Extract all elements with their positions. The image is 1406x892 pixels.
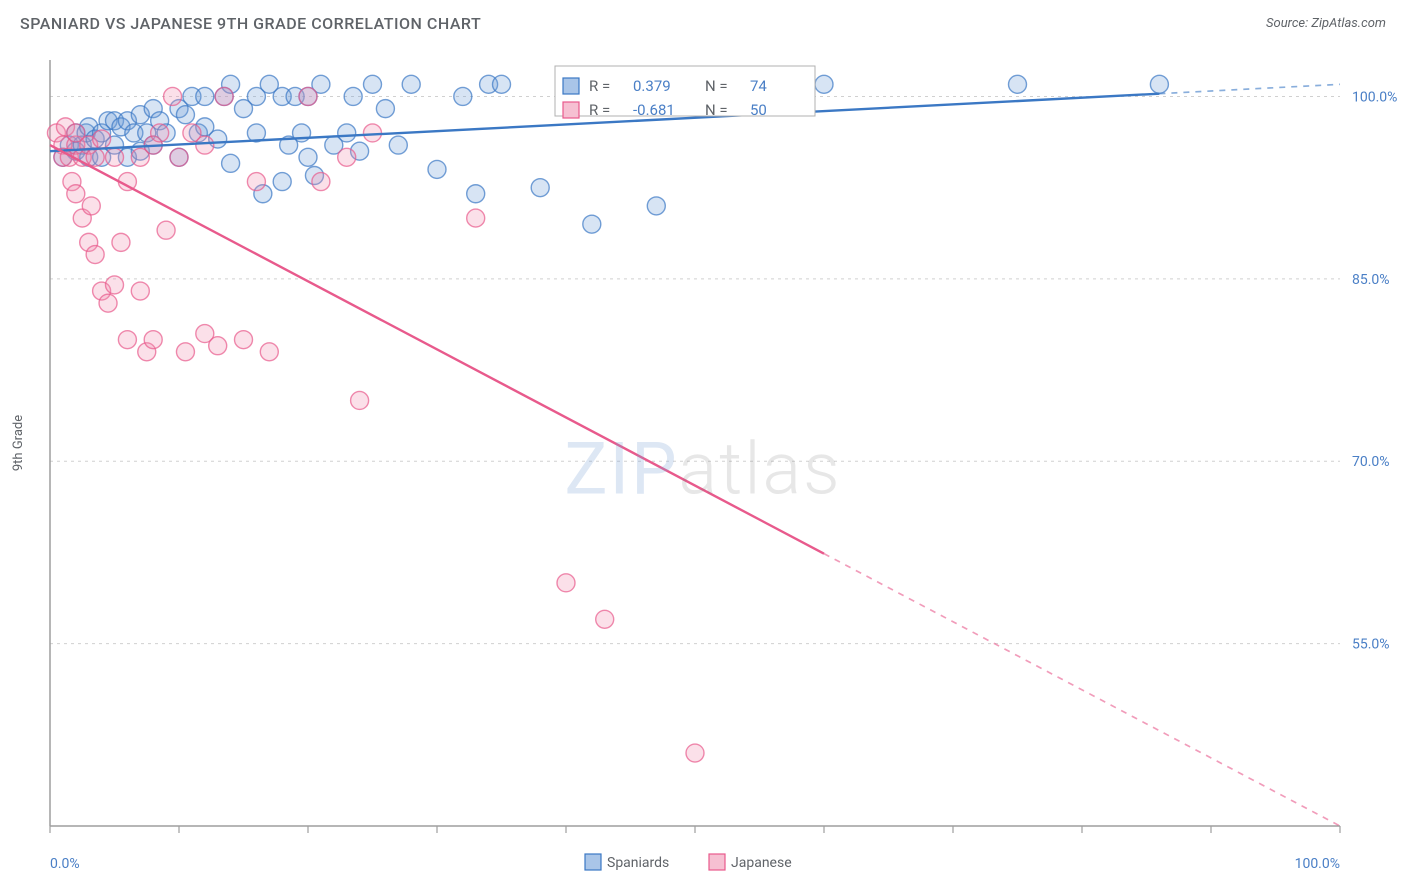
data-point-japanese — [86, 148, 104, 166]
trend-line-japanese — [50, 145, 824, 554]
data-point-japanese — [260, 343, 278, 361]
y-axis-label: 100.0% — [1352, 89, 1397, 105]
legend-swatch — [709, 854, 725, 870]
stats-n-value: 74 — [750, 77, 767, 95]
y-axis-label: 85.0% — [1352, 272, 1390, 288]
data-point-spaniards — [428, 160, 446, 178]
stats-r-value: 0.379 — [633, 77, 671, 95]
data-point-spaniards — [196, 87, 214, 105]
data-point-spaniards — [815, 75, 833, 93]
y-axis-title: 9th Grade — [11, 415, 26, 471]
stats-n-label: N = — [705, 77, 728, 95]
data-point-japanese — [106, 148, 124, 166]
chart-container: SPANIARD VS JAPANESE 9TH GRADE CORRELATI… — [0, 0, 1406, 892]
header: SPANIARD VS JAPANESE 9TH GRADE CORRELATI… — [0, 0, 1406, 46]
data-point-japanese — [144, 331, 162, 349]
chart-title: SPANIARD VS JAPANESE 9TH GRADE CORRELATI… — [20, 14, 481, 33]
data-point-spaniards — [299, 148, 317, 166]
data-point-spaniards — [338, 124, 356, 142]
stats-r-label: R = — [589, 77, 610, 95]
scatter-chart: 0.0% 100.0% 55.0% 70.0% 85.0% 100.0% 9th Grade… — [0, 46, 1406, 892]
data-point-japanese — [338, 148, 356, 166]
data-point-japanese — [86, 246, 104, 264]
data-point-spaniards — [389, 136, 407, 154]
data-point-spaniards — [364, 75, 382, 93]
data-point-japanese — [112, 233, 130, 251]
stats-swatch — [563, 78, 579, 94]
data-point-spaniards — [344, 87, 362, 105]
data-point-spaniards — [176, 106, 194, 124]
data-point-japanese — [99, 294, 117, 312]
data-point-japanese — [299, 87, 317, 105]
stats-n-label: N = — [705, 101, 728, 119]
data-point-spaniards — [467, 185, 485, 203]
data-point-japanese — [131, 282, 149, 300]
x-axis-label: 0.0% — [50, 856, 80, 872]
stats-swatch — [563, 102, 579, 118]
data-point-spaniards — [402, 75, 420, 93]
data-point-japanese — [82, 197, 100, 215]
x-axis-label: 100.0% — [1295, 856, 1340, 872]
data-point-spaniards — [1150, 75, 1168, 93]
data-point-japanese — [686, 744, 704, 762]
data-point-japanese — [93, 130, 111, 148]
data-point-japanese — [467, 209, 485, 227]
data-point-japanese — [157, 221, 175, 239]
data-point-japanese — [118, 331, 136, 349]
data-point-spaniards — [1009, 75, 1027, 93]
data-point-spaniards — [454, 87, 472, 105]
data-point-japanese — [235, 331, 253, 349]
y-axis-label: 70.0% — [1352, 454, 1390, 470]
data-point-spaniards — [493, 75, 511, 93]
data-point-japanese — [106, 276, 124, 294]
stats-r-label: R = — [589, 101, 610, 119]
data-point-spaniards — [376, 100, 394, 118]
data-point-japanese — [209, 337, 227, 355]
stats-n-value: 50 — [750, 101, 767, 119]
data-point-spaniards — [647, 197, 665, 215]
data-point-japanese — [596, 610, 614, 628]
source-attribution: Source: ZipAtlas.com — [1266, 16, 1386, 31]
data-point-japanese — [170, 148, 188, 166]
data-point-japanese — [247, 173, 265, 191]
data-point-japanese — [164, 87, 182, 105]
data-point-japanese — [557, 574, 575, 592]
data-point-spaniards — [222, 154, 240, 172]
y-axis-label: 55.0% — [1352, 637, 1390, 653]
data-point-japanese — [196, 136, 214, 154]
data-point-japanese — [151, 124, 169, 142]
data-point-spaniards — [273, 173, 291, 191]
data-point-spaniards — [531, 179, 549, 197]
data-point-japanese — [176, 343, 194, 361]
legend-label: Japanese — [731, 855, 792, 871]
data-point-japanese — [312, 173, 330, 191]
data-point-japanese — [67, 185, 85, 203]
legend-label: Spaniards — [607, 855, 669, 871]
data-point-japanese — [215, 87, 233, 105]
trend-line-dashed-spaniards — [1159, 84, 1340, 93]
legend-swatch — [585, 854, 601, 870]
stats-r-value: -0.681 — [633, 101, 675, 119]
trend-line-dashed-japanese — [824, 554, 1340, 826]
data-point-spaniards — [583, 215, 601, 233]
chart-area: 0.0% 100.0% 55.0% 70.0% 85.0% 100.0% 9th Grade… — [0, 46, 1406, 892]
data-point-japanese — [351, 391, 369, 409]
